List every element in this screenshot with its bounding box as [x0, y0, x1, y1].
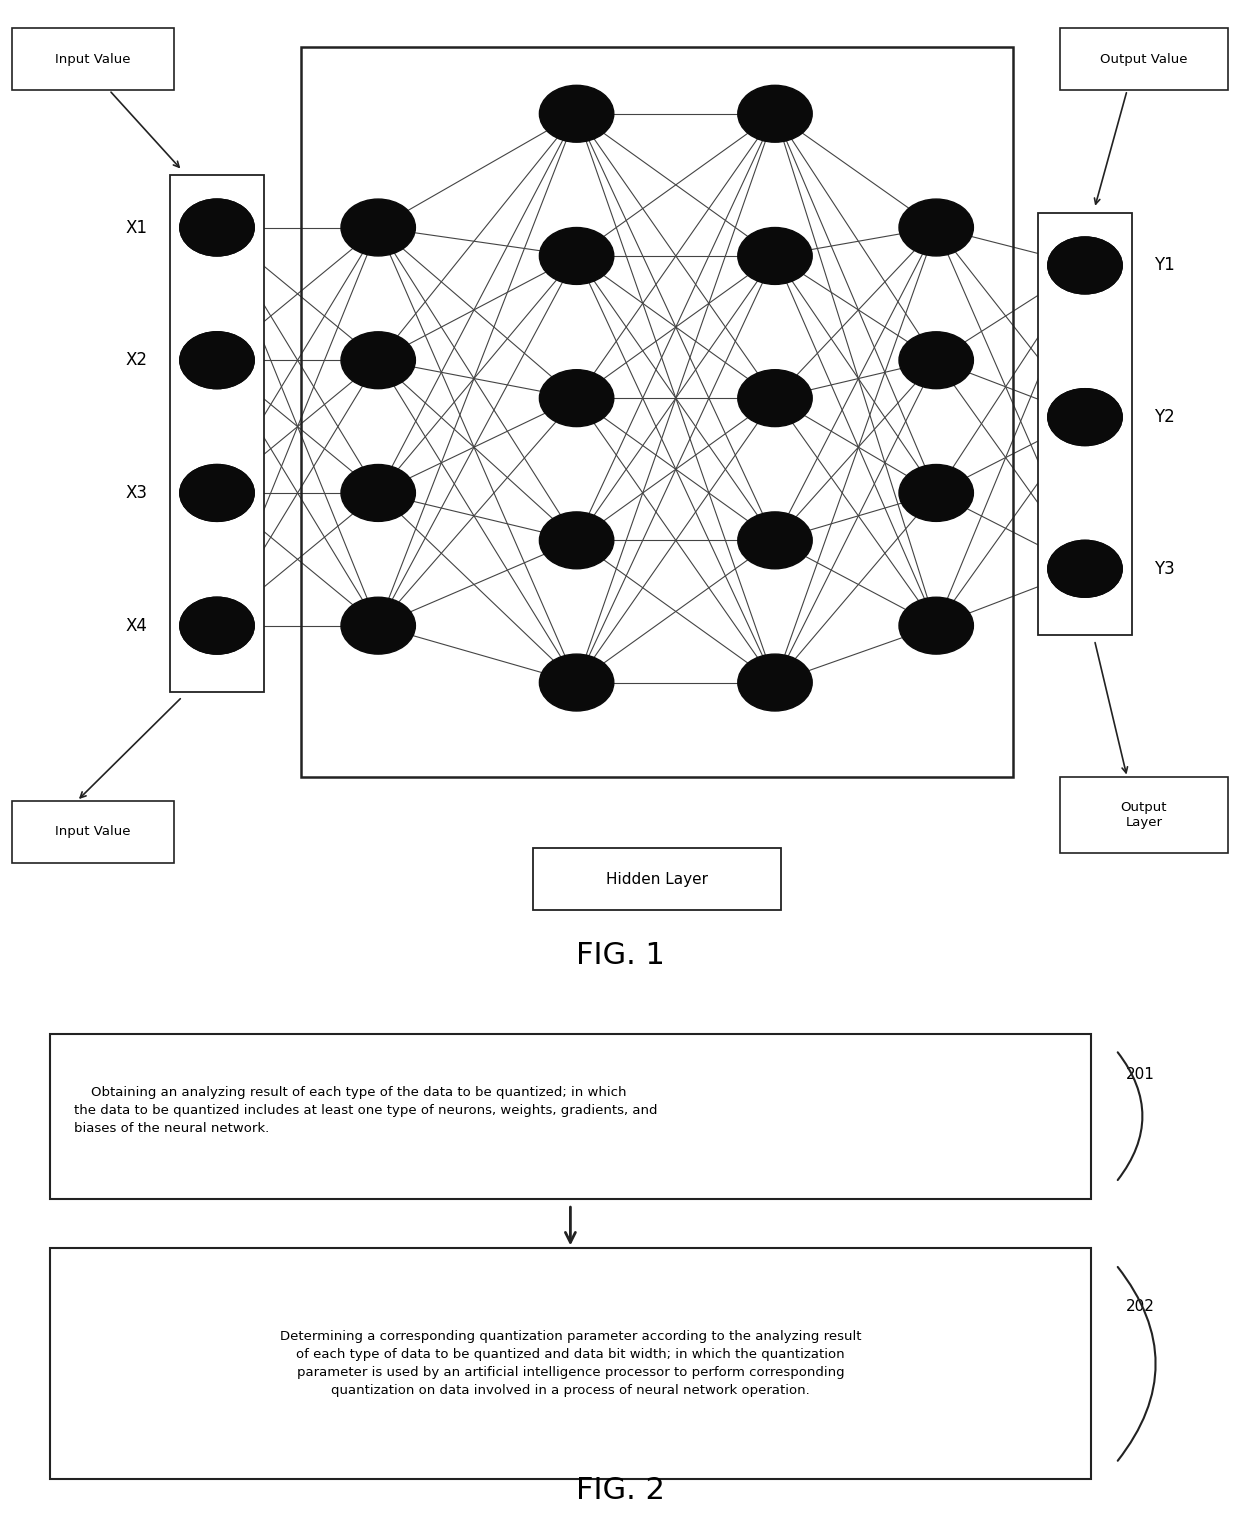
- Circle shape: [1048, 388, 1122, 445]
- FancyBboxPatch shape: [12, 801, 174, 862]
- Text: 201: 201: [1126, 1067, 1154, 1083]
- Text: Y3: Y3: [1154, 560, 1176, 578]
- Text: Y1: Y1: [1154, 257, 1176, 274]
- Text: Input Value: Input Value: [56, 52, 130, 66]
- Circle shape: [341, 465, 415, 521]
- Circle shape: [539, 86, 614, 142]
- Circle shape: [180, 465, 254, 521]
- Circle shape: [539, 654, 614, 711]
- Circle shape: [180, 598, 254, 654]
- Circle shape: [738, 512, 812, 569]
- Circle shape: [539, 228, 614, 284]
- Circle shape: [899, 598, 973, 654]
- FancyBboxPatch shape: [1060, 777, 1228, 853]
- FancyBboxPatch shape: [50, 1034, 1091, 1199]
- Circle shape: [738, 228, 812, 284]
- Circle shape: [180, 598, 254, 654]
- Circle shape: [180, 332, 254, 388]
- Text: FIG. 1: FIG. 1: [575, 942, 665, 969]
- Circle shape: [180, 465, 254, 521]
- Circle shape: [1048, 540, 1122, 598]
- Circle shape: [899, 199, 973, 255]
- Circle shape: [180, 199, 254, 255]
- Circle shape: [1048, 540, 1122, 598]
- Text: X2: X2: [125, 352, 148, 368]
- Circle shape: [738, 86, 812, 142]
- Text: Hidden Layer: Hidden Layer: [606, 872, 708, 887]
- Text: FIG. 2: FIG. 2: [575, 1477, 665, 1505]
- Text: Output
Layer: Output Layer: [1121, 801, 1167, 829]
- Circle shape: [341, 332, 415, 388]
- Circle shape: [899, 465, 973, 521]
- Circle shape: [899, 332, 973, 388]
- FancyBboxPatch shape: [1060, 29, 1228, 90]
- Circle shape: [180, 332, 254, 388]
- Circle shape: [1048, 388, 1122, 445]
- Text: X1: X1: [125, 219, 148, 237]
- Circle shape: [539, 512, 614, 569]
- FancyBboxPatch shape: [1038, 213, 1132, 635]
- Text: Obtaining an analyzing result of each type of the data to be quantized; in which: Obtaining an analyzing result of each ty…: [74, 1086, 658, 1135]
- Text: Output Value: Output Value: [1100, 52, 1188, 66]
- Circle shape: [539, 370, 614, 427]
- Circle shape: [738, 370, 812, 427]
- FancyBboxPatch shape: [50, 1248, 1091, 1480]
- Text: X3: X3: [125, 485, 148, 502]
- Circle shape: [1048, 237, 1122, 294]
- Circle shape: [738, 654, 812, 711]
- Circle shape: [341, 598, 415, 654]
- FancyBboxPatch shape: [12, 29, 174, 90]
- Text: Y2: Y2: [1154, 408, 1176, 427]
- Text: 202: 202: [1126, 1298, 1154, 1313]
- FancyBboxPatch shape: [533, 849, 781, 910]
- FancyBboxPatch shape: [170, 176, 264, 693]
- Circle shape: [180, 199, 254, 255]
- Text: X4: X4: [125, 616, 148, 635]
- Text: Determining a corresponding quantization parameter according to the analyzing re: Determining a corresponding quantization…: [280, 1330, 861, 1398]
- Circle shape: [341, 199, 415, 255]
- Circle shape: [1048, 237, 1122, 294]
- Text: Input Value: Input Value: [56, 826, 130, 838]
